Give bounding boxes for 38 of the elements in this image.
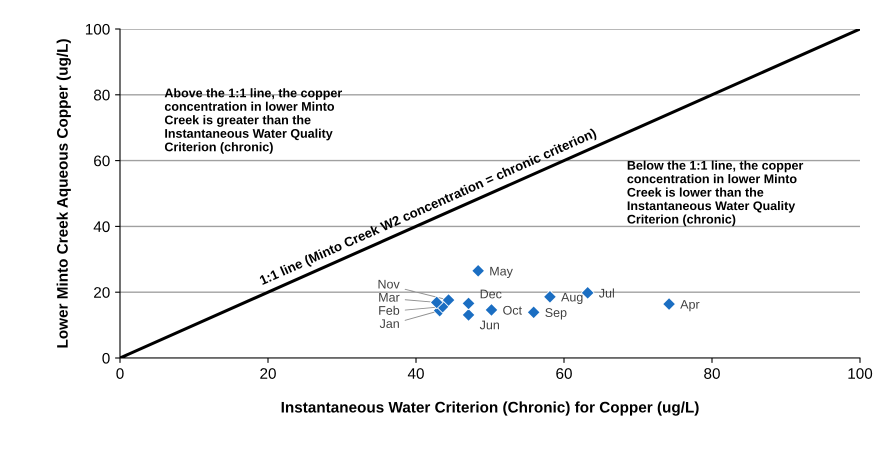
data-label: Apr bbox=[680, 300, 700, 312]
data-label: Sep bbox=[545, 308, 566, 320]
point bbox=[462, 308, 476, 322]
x-axis-title: Instantaneous Water Criterion (Chronic) for Copper (ug/L) bbox=[282, 401, 699, 416]
y-tick-label: 20 bbox=[94, 287, 110, 298]
point bbox=[462, 296, 476, 310]
point bbox=[526, 305, 540, 320]
point bbox=[484, 303, 498, 317]
point bbox=[430, 296, 444, 310]
point bbox=[543, 290, 557, 304]
x-tick-label: 60 bbox=[556, 368, 572, 379]
data-label: May bbox=[490, 266, 513, 278]
data-label: Mar bbox=[379, 293, 400, 302]
y-tick-label: 0 bbox=[102, 352, 110, 364]
y-tick-label: 80 bbox=[94, 90, 110, 100]
x-tick-label: 0 bbox=[116, 368, 124, 379]
annotation: Below the 1:1 line, the copper concentration in lower Minto Creek is lower than the Instantaneous Water Quality Criterion (chronic) bbox=[627, 160, 804, 226]
y-tick-label: 60 bbox=[94, 155, 110, 166]
data-label: Aug bbox=[561, 292, 582, 304]
x-tick-label: 40 bbox=[408, 368, 424, 379]
data-label: Jul bbox=[598, 288, 614, 298]
point bbox=[662, 297, 676, 311]
point bbox=[471, 264, 485, 278]
y-tick-label: 100 bbox=[86, 24, 110, 35]
data-label: Jan bbox=[380, 319, 399, 328]
x-tick-label: 100 bbox=[848, 368, 872, 379]
y-axis-title: Lower Minto Creek Aqueous Copper (ug/L) bbox=[56, 39, 71, 348]
data-label: Oct bbox=[503, 306, 522, 315]
data-label: Dec bbox=[480, 290, 502, 298]
point bbox=[442, 293, 456, 307]
x-tick-label: 80 bbox=[704, 368, 720, 379]
annotation: Above the 1:1 line, the copper concentration in lower Minto Creek is greater than the Instantaneous Water Quality Criterion (chronic) bbox=[164, 88, 342, 154]
data-label: Nov bbox=[378, 280, 400, 289]
x-tick-label: 20 bbox=[260, 368, 276, 379]
data-label: Feb bbox=[379, 306, 400, 315]
y-tick-label: 40 bbox=[94, 221, 110, 232]
point bbox=[580, 286, 594, 300]
data-label: Jun bbox=[480, 320, 499, 330]
